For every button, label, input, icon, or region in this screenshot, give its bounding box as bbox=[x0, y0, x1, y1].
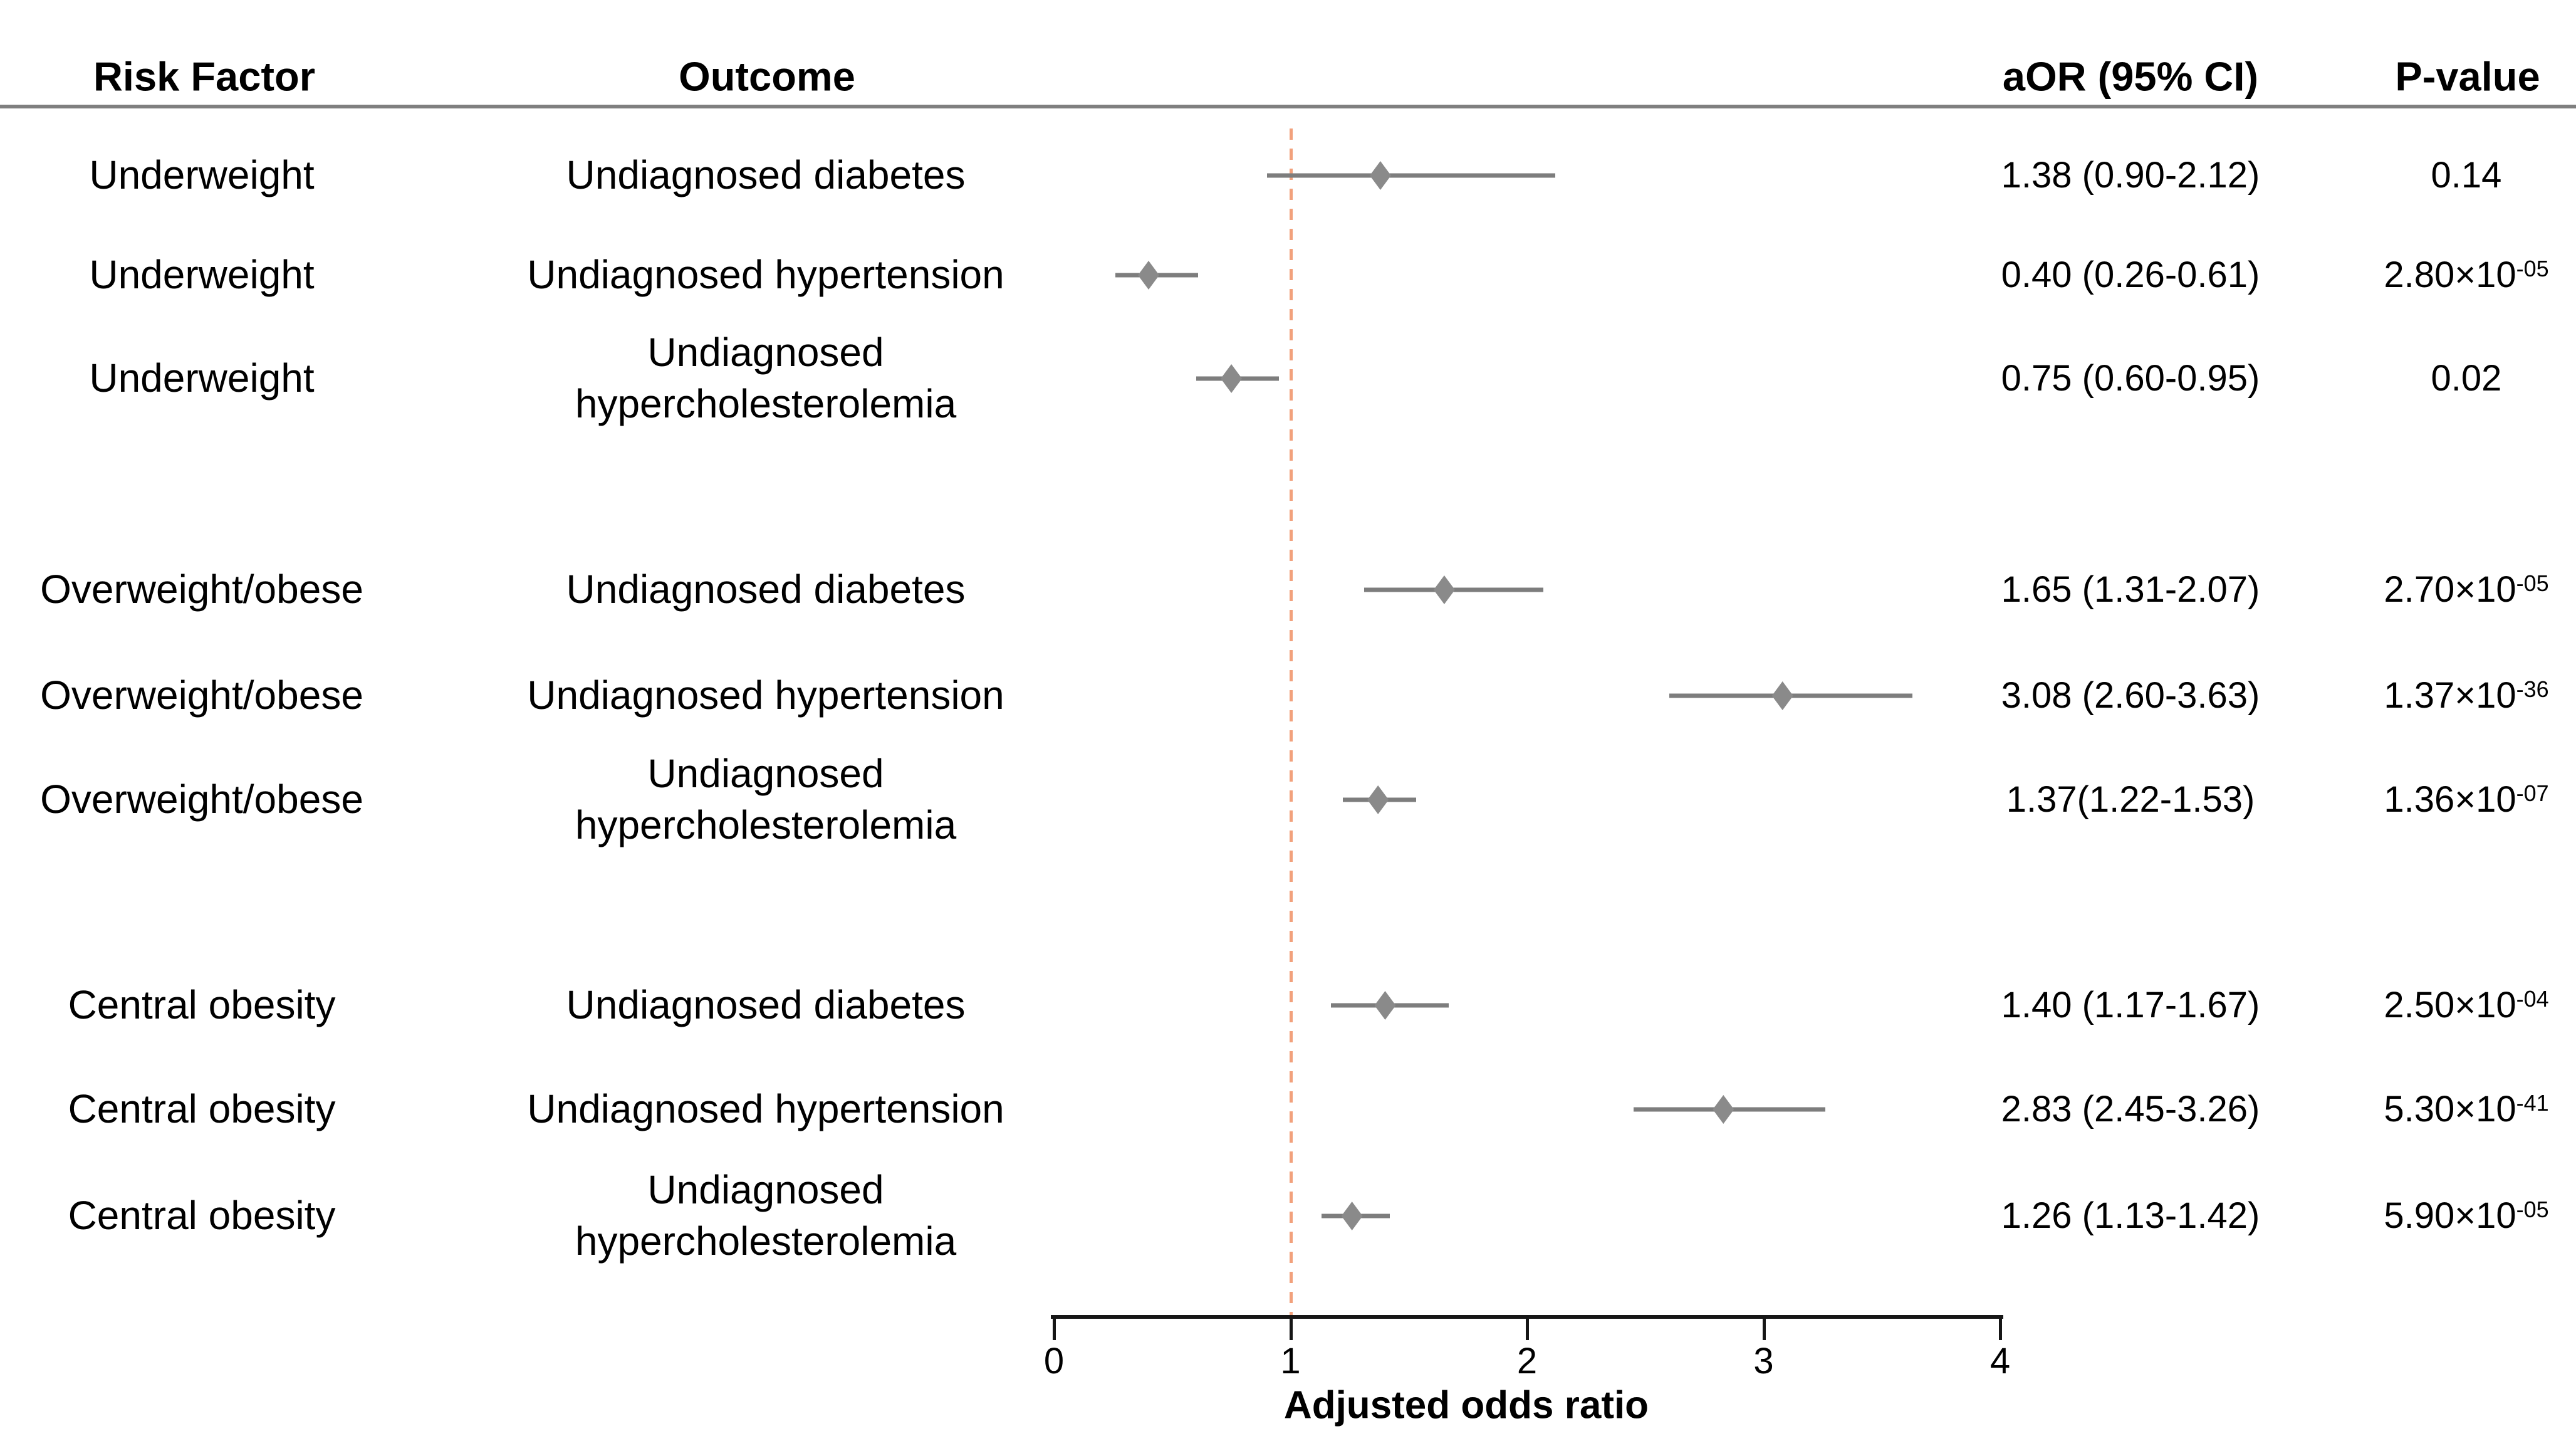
p-value-exponent: -41 bbox=[2516, 1089, 2549, 1116]
or-marker-diamond bbox=[1369, 161, 1391, 190]
p-value: 0.02 bbox=[2431, 355, 2502, 402]
p-value-exponent: -07 bbox=[2516, 780, 2549, 806]
p-value: 2.50×10-04 bbox=[2384, 982, 2548, 1029]
axis-tick-label: 3 bbox=[1753, 1340, 1774, 1381]
p-value: 5.90×10-05 bbox=[2384, 1193, 2548, 1239]
p-value: 0.14 bbox=[2431, 152, 2502, 199]
axis-tick bbox=[1289, 1318, 1293, 1340]
p-value-base: 2.80×10 bbox=[2384, 254, 2516, 295]
p-value-base: 5.90×10 bbox=[2384, 1195, 2516, 1236]
p-value: 1.37×10-36 bbox=[2384, 673, 2548, 719]
p-value-exponent: -36 bbox=[2516, 676, 2549, 702]
column-header-outcome: Outcome bbox=[679, 53, 855, 100]
outcome-label: Undiagnosed hypertension bbox=[527, 673, 1004, 718]
p-value-exponent: -05 bbox=[2516, 255, 2549, 281]
x-axis-line bbox=[1051, 1315, 2003, 1319]
outcome-label: Undiagnosed hypercholesterolemia bbox=[575, 1167, 957, 1264]
aor-value: 1.40 (1.17-1.67) bbox=[2001, 984, 2260, 1025]
or-marker-diamond bbox=[1221, 364, 1243, 393]
aor-value: 1.37(1.22-1.53) bbox=[2006, 778, 2255, 820]
axis-tick-label: 0 bbox=[1043, 1340, 1065, 1381]
or-marker-diamond bbox=[1341, 1202, 1363, 1230]
p-value-base: 2.70×10 bbox=[2384, 569, 2516, 610]
risk-factor-label: Central obesity bbox=[68, 982, 336, 1028]
axis-tick bbox=[1999, 1318, 2002, 1340]
p-value: 2.70×10-05 bbox=[2384, 567, 2548, 613]
risk-factor-label: Overweight/obese bbox=[40, 567, 363, 612]
axis-tick bbox=[1762, 1318, 1766, 1340]
aor-value: 0.75 (0.60-0.95) bbox=[2001, 357, 2260, 399]
p-value-base: 2.50×10 bbox=[2384, 984, 2516, 1025]
or-marker-diamond bbox=[1433, 575, 1455, 604]
risk-factor-label: Central obesity bbox=[68, 1193, 336, 1239]
p-value-base: 0.14 bbox=[2431, 154, 2502, 196]
axis-tick bbox=[1053, 1318, 1056, 1340]
risk-factor-label: Underweight bbox=[89, 252, 315, 298]
aor-value: 0.40 (0.26-0.61) bbox=[2001, 254, 2260, 295]
p-value: 1.36×10-07 bbox=[2384, 777, 2548, 823]
column-header-risk-factor: Risk Factor bbox=[93, 53, 316, 100]
p-value: 2.80×10-05 bbox=[2384, 252, 2548, 298]
column-header-p-value: P-value bbox=[2395, 53, 2540, 100]
or-marker-diamond bbox=[1367, 785, 1389, 814]
or-marker-diamond bbox=[1138, 261, 1159, 290]
outcome-label: Undiagnosed hypertension bbox=[527, 252, 1004, 298]
outcome-label: Undiagnosed hypercholesterolemia bbox=[575, 751, 957, 847]
axis-tick-label: 1 bbox=[1280, 1340, 1301, 1381]
aor-value: 1.65 (1.31-2.07) bbox=[2001, 569, 2260, 610]
outcome-label: Undiagnosed diabetes bbox=[566, 152, 966, 198]
risk-factor-label: Underweight bbox=[89, 152, 315, 198]
p-value-base: 0.02 bbox=[2431, 357, 2502, 399]
ci-line bbox=[1266, 173, 1556, 178]
axis-tick-label: 4 bbox=[1989, 1340, 2011, 1381]
risk-factor-label: Underweight bbox=[89, 355, 315, 401]
or-marker-diamond bbox=[1771, 681, 1793, 710]
aor-value: 3.08 (2.60-3.63) bbox=[2001, 674, 2260, 716]
outcome-label: Undiagnosed hypercholesterolemia bbox=[575, 330, 957, 426]
x-axis-title: Adjusted odds ratio bbox=[1283, 1383, 1649, 1427]
aor-value: 1.26 (1.13-1.42) bbox=[2001, 1195, 2260, 1236]
outcome-label: Undiagnosed diabetes bbox=[566, 982, 966, 1028]
header-divider bbox=[0, 105, 2576, 108]
column-header-aor: aOR (95% CI) bbox=[2002, 53, 2259, 100]
aor-value: 1.38 (0.90-2.12) bbox=[2001, 154, 2260, 196]
aor-value: 2.83 (2.45-3.26) bbox=[2001, 1088, 2260, 1129]
p-value-base: 5.30×10 bbox=[2384, 1088, 2516, 1129]
p-value-exponent: -04 bbox=[2516, 985, 2549, 1012]
p-value-exponent: -05 bbox=[2516, 570, 2549, 596]
outcome-label: Undiagnosed diabetes bbox=[566, 567, 966, 612]
risk-factor-label: Central obesity bbox=[68, 1086, 336, 1132]
risk-factor-label: Overweight/obese bbox=[40, 673, 363, 718]
reference-line bbox=[1289, 128, 1293, 1315]
outcome-label: Undiagnosed hypertension bbox=[527, 1086, 1004, 1132]
p-value-exponent: -05 bbox=[2516, 1196, 2549, 1222]
p-value-base: 1.36×10 bbox=[2384, 778, 2516, 820]
axis-tick-label: 2 bbox=[1516, 1340, 1538, 1381]
axis-tick bbox=[1526, 1318, 1529, 1340]
risk-factor-label: Overweight/obese bbox=[40, 777, 363, 822]
or-marker-diamond bbox=[1374, 991, 1396, 1020]
or-marker-diamond bbox=[1713, 1095, 1734, 1124]
p-value-base: 1.37×10 bbox=[2384, 674, 2516, 716]
p-value: 5.30×10-41 bbox=[2384, 1086, 2548, 1133]
